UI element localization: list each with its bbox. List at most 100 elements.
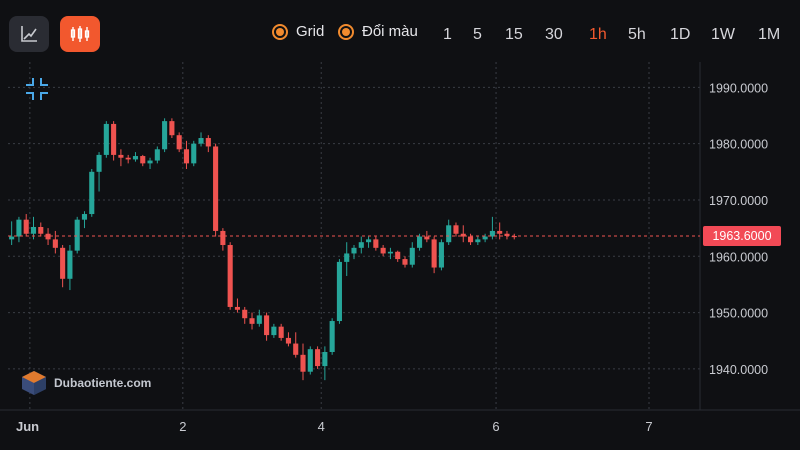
candle [52,230,58,254]
candlestick-chart-button[interactable] [60,16,100,52]
candle-body [315,349,321,367]
timeframe-1m[interactable]: 1M [758,26,781,43]
candle [45,228,51,246]
x-tick-label: Jun [16,419,39,434]
candle-body [191,143,197,164]
candle-body [220,230,226,246]
color-label: Đổi màu [362,23,418,40]
candle [147,157,153,169]
candle-body [482,236,488,240]
candle-body [205,138,211,147]
timeframe-15[interactable]: 15 [505,26,523,43]
line-chart-button[interactable] [9,16,49,52]
candle [205,135,211,153]
candle [154,146,160,164]
candle-body [89,171,95,215]
candle-body [366,239,372,243]
candle-body [198,138,204,144]
candle-body [322,352,328,367]
candle-body [103,123,109,155]
candle [395,250,401,262]
timeframe-5h[interactable]: 5h [628,26,646,43]
candle-body [60,247,66,279]
candle [271,323,277,338]
candle [409,242,415,268]
grid-toggle[interactable]: Grid [272,23,324,40]
chart-toolbar: Grid Đổi màu 1 5 15 30 1h 5h 1D 1W 1M [0,0,800,70]
candlestick-icon [70,26,90,42]
timeframe-1[interactable]: 1 [443,26,452,43]
candle-body [96,154,102,172]
watermark-logo: Dubaotiente.com [20,370,151,396]
fullscreen-button[interactable] [25,77,49,101]
candle-body [460,233,466,237]
timeframe-1w[interactable]: 1W [711,26,735,43]
candle-body [23,219,29,234]
candle-body [140,156,146,164]
candle [9,221,15,246]
x-tick-label: 4 [318,419,325,434]
candle-body [497,230,503,234]
candle-body [307,349,313,372]
color-toggle[interactable]: Đổi màu [338,23,418,40]
candle [234,298,241,313]
timeframe-30[interactable]: 30 [545,26,563,43]
candle-body [467,236,474,243]
candle-body [242,309,248,319]
candle [74,216,80,254]
candle [16,216,22,243]
candle-body [387,251,393,254]
last-price-label: 1963.6000 [703,226,781,246]
candle-body [74,219,80,251]
brand-logo-icon [22,371,46,395]
candle-body [154,149,160,161]
candle [380,245,386,257]
candle [89,168,95,217]
candle [307,346,313,375]
candle-body [329,321,335,352]
timeframe-1d[interactable]: 1D [670,26,691,43]
candle [67,245,73,291]
candle [256,309,262,327]
candle-body [395,251,401,260]
candle [220,228,226,251]
candle [366,236,372,248]
candle [81,211,88,229]
candle-body [16,219,22,237]
candle-body [446,225,452,243]
candle-body [402,259,408,265]
candle-body [409,247,415,265]
line-chart-icon [21,26,37,42]
candle-body [125,157,131,160]
candle [300,343,306,381]
candle-body [373,239,379,248]
candle-body [351,247,357,254]
candle [23,214,29,237]
candle-body [176,135,182,150]
y-tick-label: 1950.0000 [709,307,768,321]
candle-body [52,239,58,248]
timeframe-5[interactable]: 5 [473,26,482,43]
candle [264,312,270,341]
candle [489,216,495,240]
chart-grid [8,62,700,410]
candle-body [417,236,423,248]
candle [96,152,102,192]
candle-body [344,253,350,262]
candle-body [453,225,459,234]
candle [438,239,444,271]
candle [242,306,248,324]
candle [285,332,291,347]
candle-body [147,160,153,164]
candle-body [118,154,124,158]
candle-body [9,236,15,240]
candle [169,118,175,139]
timeframe-1h[interactable]: 1h [589,26,607,43]
candle-body [504,233,510,236]
candle [176,132,182,153]
candle [60,245,66,288]
candle [358,236,364,254]
candle [431,236,437,274]
candle-body [183,149,190,164]
